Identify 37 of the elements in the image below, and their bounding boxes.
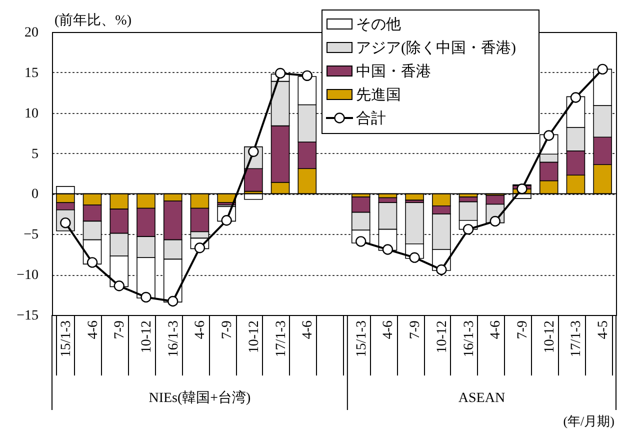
x-tick-label: 10-12 <box>542 320 558 354</box>
legend-label: 先進国 <box>356 86 401 104</box>
x-tick-label: 4-5 <box>596 320 612 340</box>
legend-label: その他 <box>356 16 401 33</box>
y-tick-label: −15 <box>16 308 38 324</box>
x-tick-label: 4-6 <box>86 320 101 340</box>
legend-label: アジア(除く中国・香港) <box>356 40 516 56</box>
x-axis-title: (年/月期) <box>563 414 614 428</box>
y-axis-title: (前年比、%) <box>54 12 132 28</box>
x-tick-label: 7-9 <box>220 320 236 340</box>
text: ASEAN <box>458 391 506 406</box>
y-tick-label: −5 <box>24 228 38 243</box>
x-tick-label: 10-12 <box>140 320 154 354</box>
x-tick-label: 17/1-3 <box>274 320 289 358</box>
y-tick-label: 0 <box>32 187 38 202</box>
y-tick-label: 10 <box>24 106 38 122</box>
text: NIEs(韓国+台湾) <box>148 390 252 406</box>
x-tick-label: 16/1-3 <box>166 320 182 358</box>
y-tick-label: 5 <box>32 146 38 162</box>
x-tick-label: 7-9 <box>516 320 530 340</box>
x-tick-label: 4-6 <box>488 320 504 340</box>
x-tick-label: 15/1-3 <box>354 320 370 358</box>
y-tick-label: −10 <box>16 268 38 284</box>
x-tick-label: 10-12 <box>246 320 262 354</box>
x-tick-label: 16/1-3 <box>462 320 477 358</box>
x-tick-label: 4-6 <box>193 320 208 340</box>
y-tick-label: 15 <box>24 66 38 81</box>
legend-label: 合計 <box>356 110 386 127</box>
x-tick-label: 15/1-3 <box>58 320 74 358</box>
x-tick-label: 7-9 <box>408 320 424 340</box>
x-tick-label: 7-9 <box>112 320 128 340</box>
y-tick-label: 20 <box>24 26 38 40</box>
x-tick-label: 10-12 <box>434 320 450 354</box>
x-tick-label: 4-6 <box>381 320 396 340</box>
x-tick-label: 4-6 <box>300 320 316 340</box>
x-tick-label: 17/1-3 <box>569 320 584 358</box>
legend-label: 中国・香港 <box>356 63 431 80</box>
